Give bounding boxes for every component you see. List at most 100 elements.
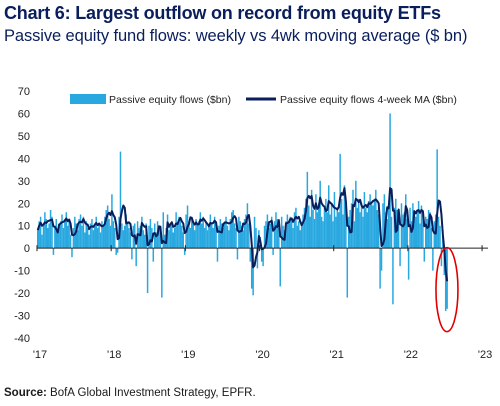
flow-bar — [71, 248, 73, 258]
flow-bar — [303, 207, 306, 249]
flow-bar — [79, 214, 82, 249]
flow-bar — [419, 223, 421, 249]
flow-bar — [209, 214, 212, 249]
flow-bar — [248, 223, 250, 249]
flow-bar — [69, 234, 72, 249]
flow-bar — [102, 225, 105, 249]
flow-bar — [440, 248, 443, 267]
flow-bar — [353, 221, 356, 249]
flow-bar — [373, 198, 376, 249]
flow-bar — [272, 248, 274, 255]
flow-bar — [427, 210, 430, 249]
flow-bar — [94, 225, 96, 249]
x-tick-label: '19 — [181, 349, 195, 361]
flow-bar — [45, 218, 48, 249]
flow-bar — [41, 234, 43, 249]
flow-bar — [139, 225, 142, 249]
flow-bar — [235, 227, 237, 249]
x-tick-label: '22 — [404, 349, 418, 361]
y-tick-label: 30 — [18, 176, 30, 188]
flow-bar — [424, 216, 427, 249]
flow-bar — [212, 227, 214, 249]
flow-bar — [265, 221, 267, 249]
flow-bar — [203, 227, 206, 249]
flow-bar — [362, 216, 364, 249]
flow-bar — [326, 212, 329, 249]
flow-bar — [406, 218, 408, 249]
y-tick-label: 40 — [18, 153, 30, 165]
flow-bar — [369, 194, 371, 249]
flow-bar — [413, 212, 416, 249]
flow-bar — [155, 232, 157, 249]
flow-bar — [276, 218, 279, 249]
flow-bar — [403, 212, 406, 249]
x-tick-label: '17 — [33, 349, 47, 361]
flow-bar — [153, 223, 156, 249]
flow-bar — [168, 230, 170, 249]
flow-bar — [343, 185, 346, 249]
flow-bar — [230, 212, 233, 249]
flow-bar — [366, 212, 369, 249]
flow-bar — [410, 221, 413, 249]
flow-bar — [229, 218, 232, 249]
flow-bar — [172, 232, 175, 249]
flow-bar — [91, 218, 93, 249]
flow-bar — [273, 221, 276, 249]
flow-bar — [383, 194, 386, 249]
flow-bar — [141, 216, 143, 249]
flow-bar — [242, 230, 244, 249]
flow-bar — [256, 248, 259, 269]
flow-bar — [49, 210, 52, 249]
flow-bar — [176, 223, 179, 249]
flow-bar — [292, 227, 294, 249]
flow-bar — [312, 210, 314, 249]
flow-bar — [51, 216, 53, 249]
flow-bar — [329, 214, 331, 249]
latest-outflow-highlight — [435, 246, 459, 333]
flow-bar — [143, 234, 146, 249]
flow-bar — [240, 225, 243, 249]
flow-bar — [420, 205, 423, 249]
flow-bar — [332, 221, 334, 249]
flow-bar — [356, 207, 359, 249]
flow-bar — [286, 214, 289, 249]
flow-bar — [275, 212, 277, 249]
flow-bar — [225, 216, 227, 249]
flow-bar — [142, 230, 145, 249]
legend-label-line: Passive equity flows 4-week MA ($bn) — [280, 94, 457, 106]
flow-bar — [37, 230, 39, 249]
flow-bar — [59, 221, 62, 249]
flow-bar — [86, 227, 89, 249]
flow-bar — [407, 248, 410, 280]
flow-bar — [182, 232, 184, 249]
flow-bar — [191, 216, 193, 249]
flow-bar — [436, 149, 438, 249]
x-axis: '17 '18 '19 '20 '21 '22 '23 — [33, 245, 492, 361]
flow-bar — [162, 212, 165, 249]
source-label: Source: — [4, 387, 47, 399]
flow-bar — [316, 212, 319, 249]
flow-bar — [415, 216, 417, 249]
flow-bar — [439, 225, 441, 249]
flow-bar — [347, 216, 350, 249]
flow-bar — [61, 214, 63, 249]
x-tick-label: '23 — [478, 349, 492, 361]
flow-bar — [432, 248, 434, 271]
flow-bar — [216, 248, 219, 262]
source-text: BofA Global Investment Strategy, EPFR. — [50, 387, 256, 399]
flow-bar — [282, 225, 284, 249]
flow-bar — [52, 248, 55, 255]
flow-bar — [370, 203, 373, 249]
flow-bar — [124, 225, 126, 249]
flow-bar — [149, 218, 152, 249]
flow-bar — [131, 248, 133, 260]
flow-bar — [386, 218, 388, 249]
flow-bar — [58, 223, 60, 249]
flow-bar — [205, 221, 207, 249]
flow-bar — [250, 248, 253, 289]
flow-bar — [255, 227, 257, 249]
flow-bar — [122, 230, 125, 249]
flow-bar — [360, 203, 363, 249]
flow-bar — [390, 216, 393, 249]
